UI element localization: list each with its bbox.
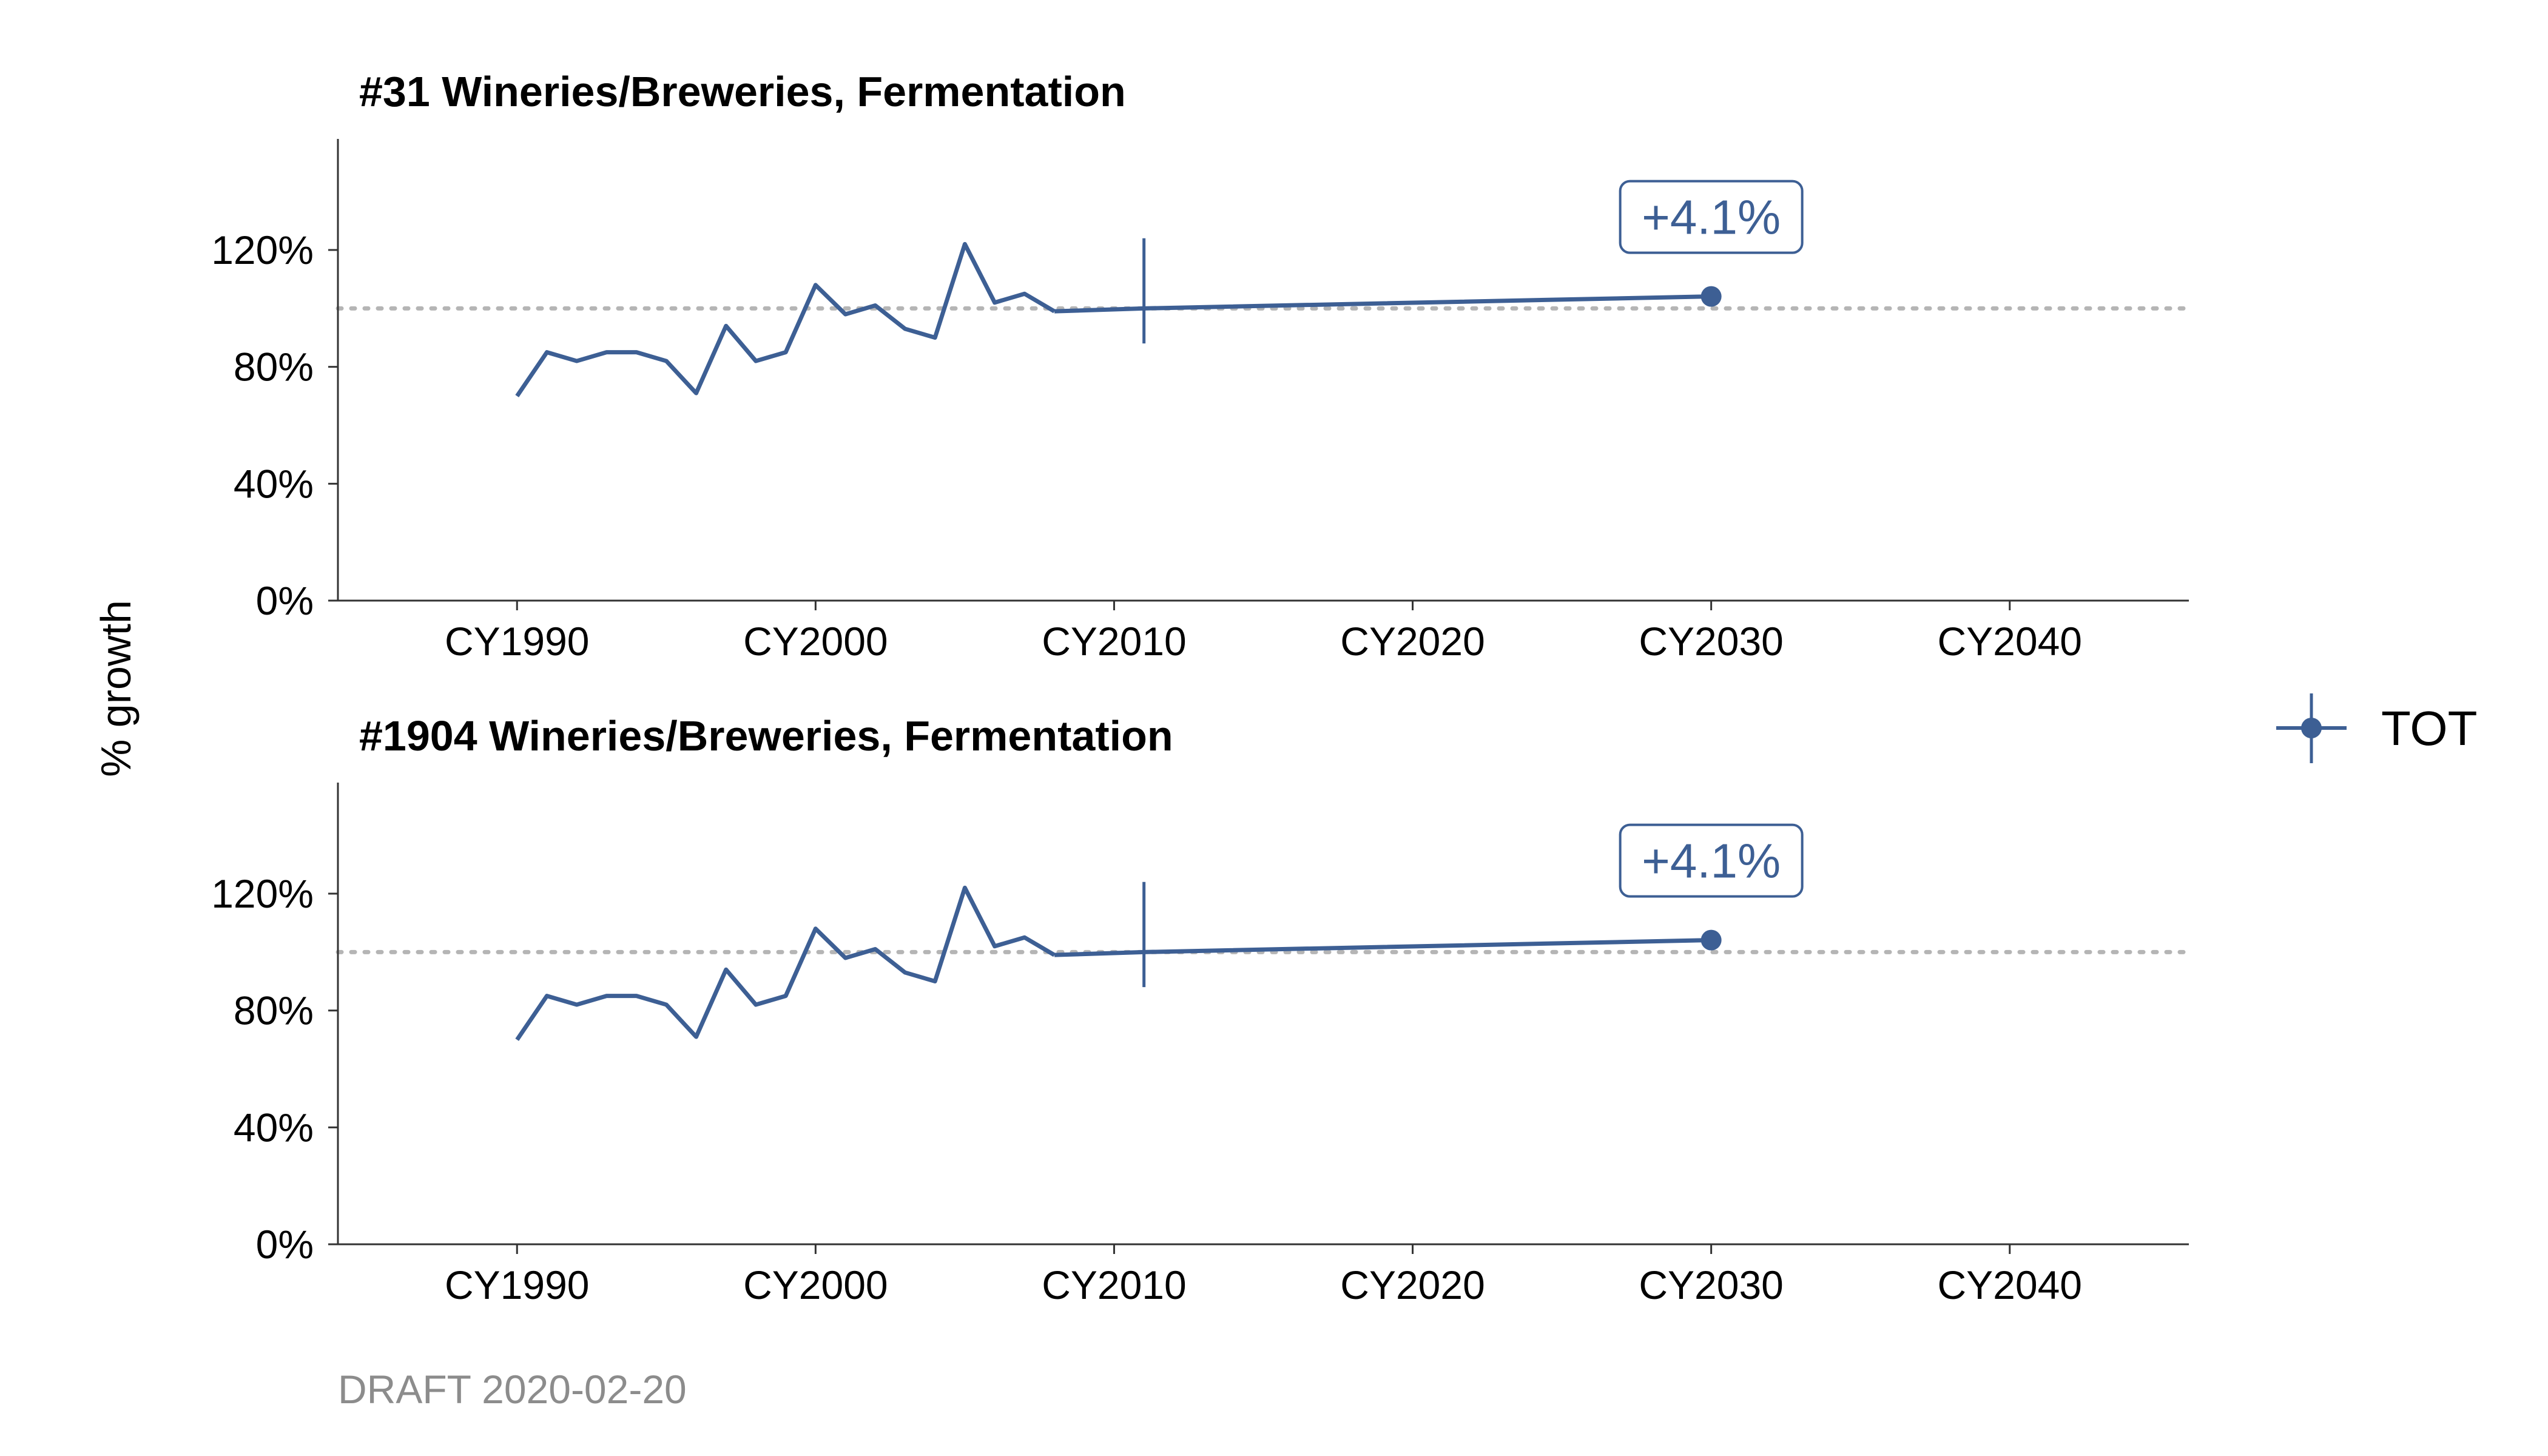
y-tick-label: 0% (256, 578, 314, 623)
y-tick-label: 0% (256, 1222, 314, 1267)
x-tick-label: CY2040 (1937, 1262, 2082, 1307)
x-tick-label: CY2000 (743, 619, 888, 664)
x-tick-label: CY2020 (1340, 1262, 1485, 1307)
legend-dot-icon (2301, 718, 2322, 738)
end-point-marker (1700, 286, 1722, 307)
chart-panels: #31 Wineries/Breweries, Fermentation 0% 40… (211, 68, 2191, 1307)
end-point-marker (1700, 929, 1722, 951)
x-tick-label: CY1990 (445, 1262, 590, 1307)
growth-label-box (1619, 180, 1804, 254)
y-tick-label: 120% (211, 871, 314, 916)
series-line-historical (515, 241, 1056, 397)
growth-label: +4.1% (1642, 190, 1781, 244)
y-tick-label: 40% (234, 1105, 314, 1150)
y-tick-label: 40% (234, 461, 314, 506)
x-tick-label: CY2030 (1639, 1262, 1784, 1307)
x-tick-label: CY2010 (1042, 619, 1187, 664)
x-tick-label: CY2040 (1937, 619, 2082, 664)
series-line-historical (515, 885, 1056, 1041)
panel-title: #31 Wineries/Breweries, Fermentation (359, 68, 1126, 115)
y-tick-label: 120% (211, 228, 314, 272)
legend: TOT (2276, 693, 2478, 763)
x-tick-label: CY2010 (1042, 1262, 1187, 1307)
growth-label: +4.1% (1642, 834, 1781, 888)
y-tick-label: 80% (234, 345, 314, 389)
growth-label-box (1619, 823, 1804, 898)
legend-label: TOT (2381, 701, 2478, 755)
draft-footer: DRAFT 2020-02-20 (338, 1367, 687, 1412)
x-tick-label: CY2020 (1340, 619, 1485, 664)
x-tick-label: CY1990 (445, 619, 590, 664)
x-tick-label: CY2000 (743, 1262, 888, 1307)
chart-panel-2: #1904 Wineries/Breweries, Fermentation 0%… (211, 712, 2191, 1307)
panel-title: #1904 Wineries/Breweries, Fermentation (359, 712, 1173, 760)
x-tick-label: CY2030 (1639, 619, 1784, 664)
chart-panel-1: #31 Wineries/Breweries, Fermentation 0% 40… (211, 68, 2191, 664)
y-tick-label: 80% (234, 988, 314, 1033)
y-axis-title: % growth (92, 600, 140, 777)
